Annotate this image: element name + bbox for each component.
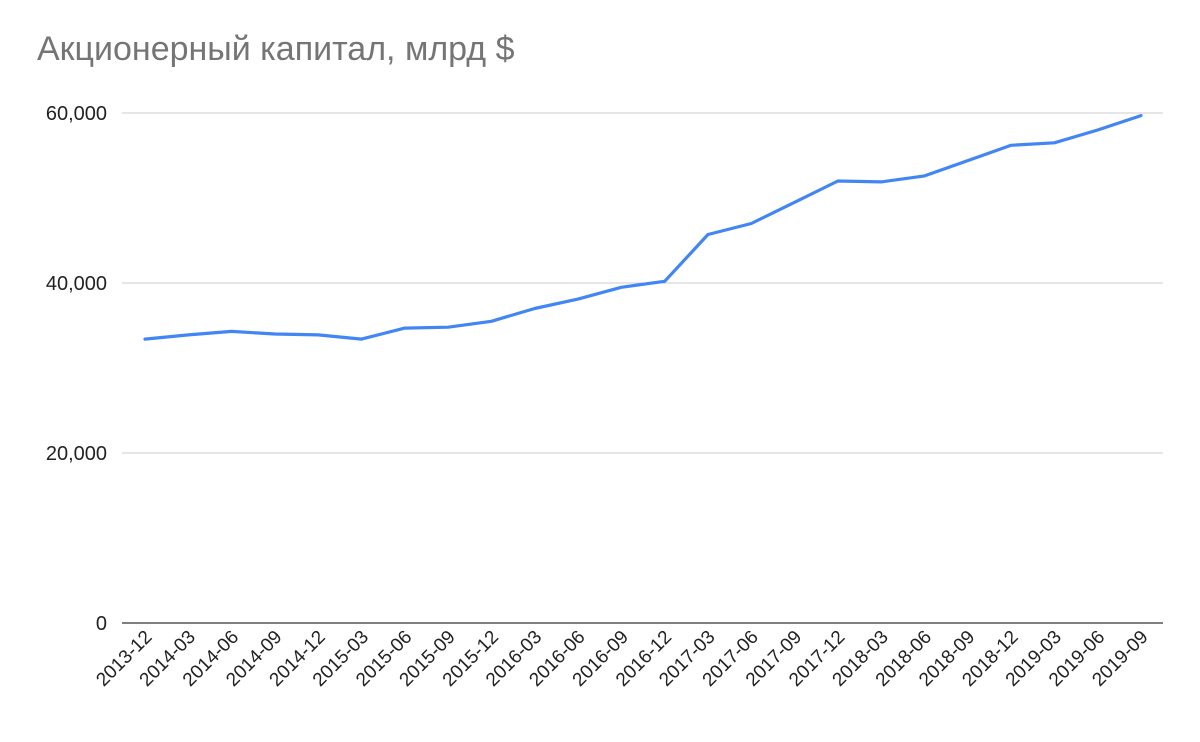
chart-title: Акционерный капитал, млрд $ (37, 30, 515, 68)
y-tick-label: 20,000 (46, 443, 107, 465)
y-tick-label: 0 (96, 613, 107, 635)
series-layer (143, 113, 1143, 341)
y-tick-label: 60,000 (46, 103, 107, 125)
x-axis-ticks: 2013-122014-032014-062014-092014-122015-… (92, 627, 1152, 691)
series-line (143, 113, 1143, 341)
y-axis-ticks: 0 20,000 40,000 60,000 (46, 103, 107, 635)
y-tick-label: 40,000 (46, 273, 107, 295)
